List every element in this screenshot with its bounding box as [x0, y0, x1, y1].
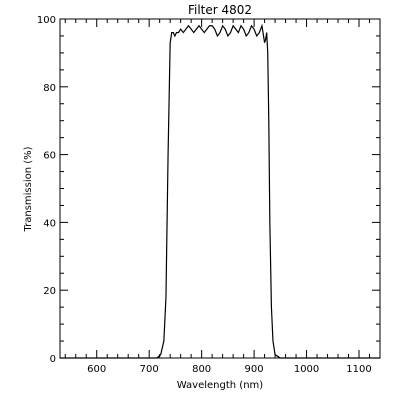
chart-title: Filter 4802: [188, 3, 252, 17]
y-tick-label: 20: [43, 286, 56, 297]
y-axis-label: Transmission (%): [23, 146, 34, 232]
axis-tick-labels: 600 700 800 900 1000 1100 0 20 40 60 80 100: [37, 15, 372, 375]
plot-frame: [59, 18, 381, 359]
y-tick-label: 100: [37, 15, 56, 26]
x-tick-label: 600: [87, 364, 106, 375]
x-tick-label: 1000: [294, 364, 319, 375]
x-tick-label: 700: [140, 364, 159, 375]
x-tick-label: 800: [192, 364, 211, 375]
x-tick-label: 900: [245, 364, 264, 375]
y-tick-label: 40: [43, 218, 56, 229]
transmission-curve: [60, 23, 380, 359]
x-tick-label: 1100: [346, 364, 371, 375]
x-axis-label: Wavelength (nm): [177, 380, 263, 391]
axis-ticks: [60, 18, 381, 359]
y-tick-label: 80: [43, 83, 56, 94]
y-tick-label: 60: [43, 151, 56, 162]
y-tick-label: 0: [50, 354, 56, 365]
